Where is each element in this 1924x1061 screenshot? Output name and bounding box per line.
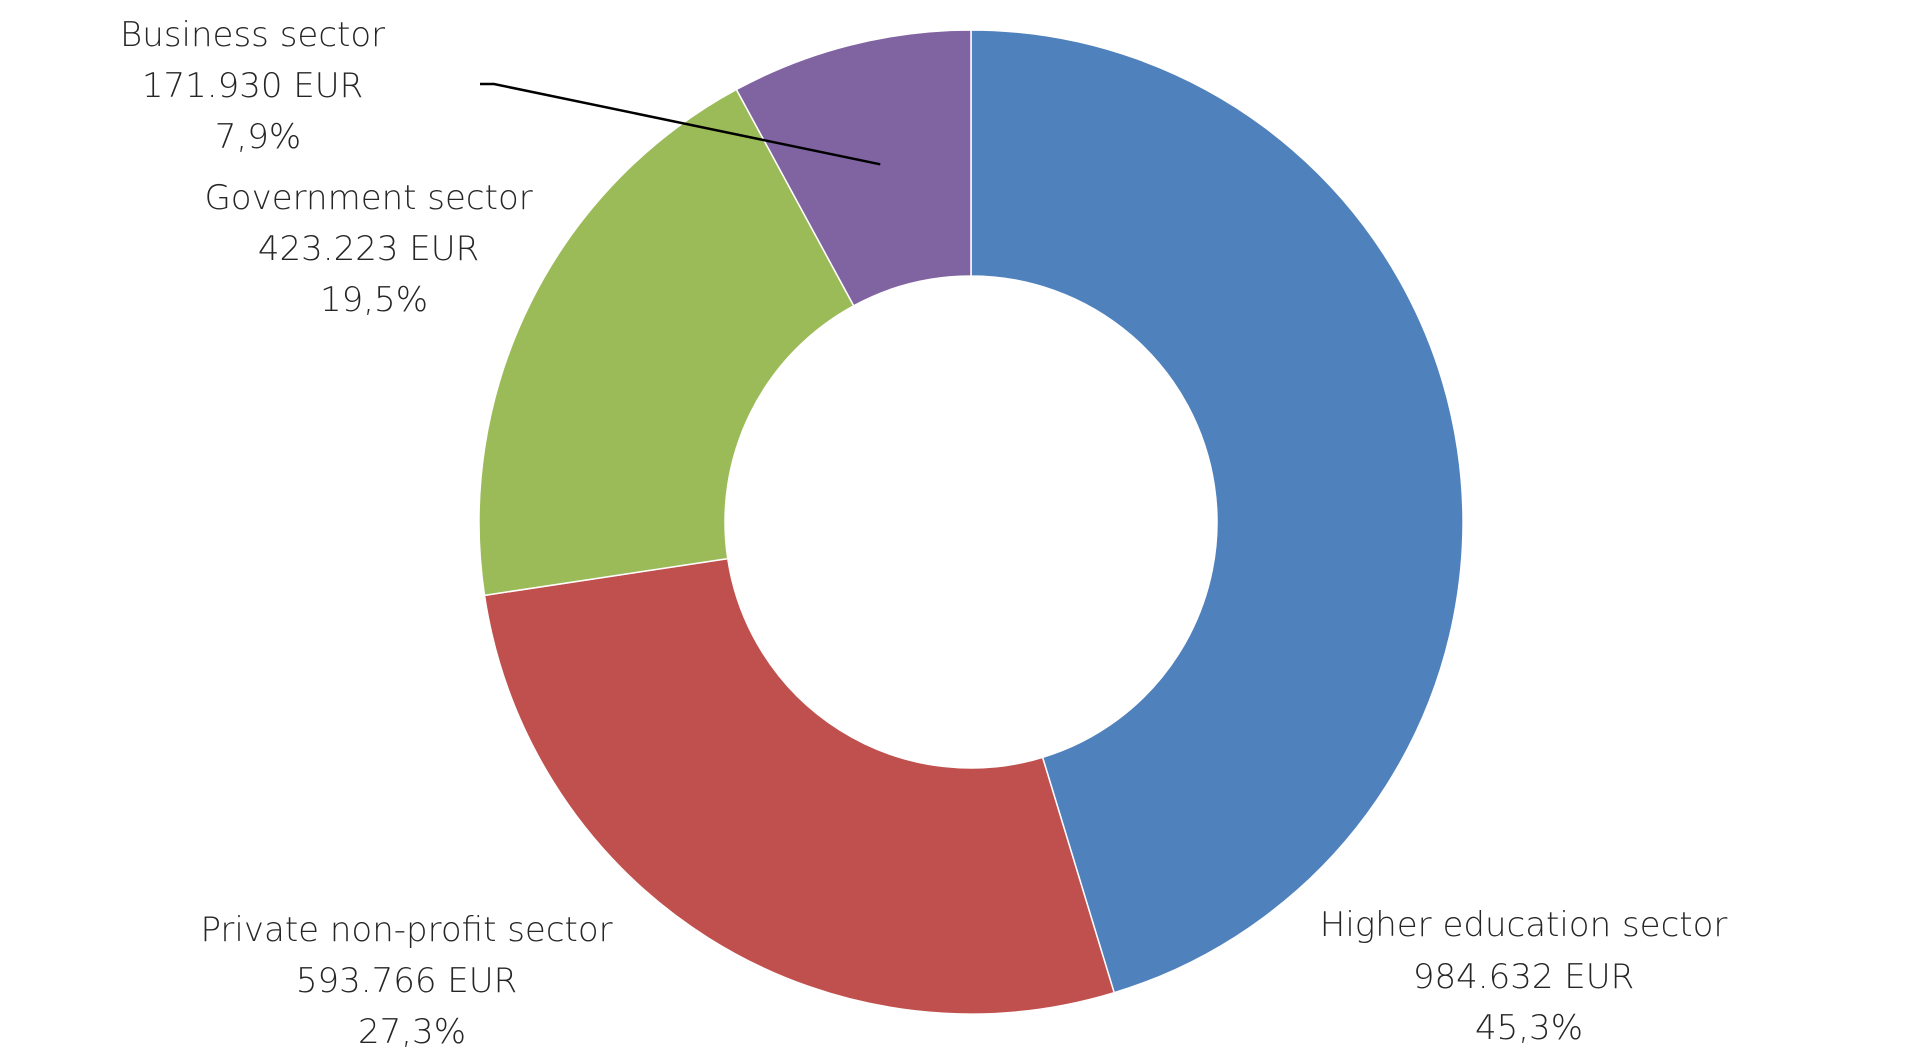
- data-label-government: Government sector 423.223 EUR 19,5%: [204, 178, 543, 320]
- label-percent: 27,3%: [358, 1012, 466, 1052]
- label-name: Higher education sector: [1320, 905, 1728, 945]
- label-percent: 7,9%: [215, 117, 301, 157]
- slices-layer: [478, 29, 1464, 1015]
- label-value: 593.766 EUR: [296, 961, 517, 1001]
- label-name: Private non-profit sector: [201, 910, 613, 950]
- label-value: 984.632 EUR: [1413, 957, 1634, 997]
- data-label-business: Business sector 171.930 EUR 7,9%: [120, 15, 396, 157]
- label-name: Business sector: [120, 15, 385, 55]
- slice-higher-education: [970, 29, 1464, 994]
- leader-layer: [480, 82, 881, 166]
- label-name: Government sector: [204, 178, 532, 218]
- slice-private-non-profit: [483, 557, 1116, 1015]
- slice-business: [735, 29, 972, 307]
- slice-government: [478, 88, 855, 597]
- label-percent: 45,3%: [1475, 1008, 1583, 1048]
- data-label-private-non-profit: Private non-profit sector 593.766 EUR 27…: [201, 910, 624, 1052]
- leader-line-business: [480, 82, 881, 166]
- label-value: 423.223 EUR: [258, 229, 479, 269]
- label-value: 171.930 EUR: [142, 66, 363, 106]
- label-percent: 19,5%: [320, 280, 428, 320]
- data-label-higher-education: Higher education sector 984.632 EUR 45,3…: [1320, 905, 1738, 1048]
